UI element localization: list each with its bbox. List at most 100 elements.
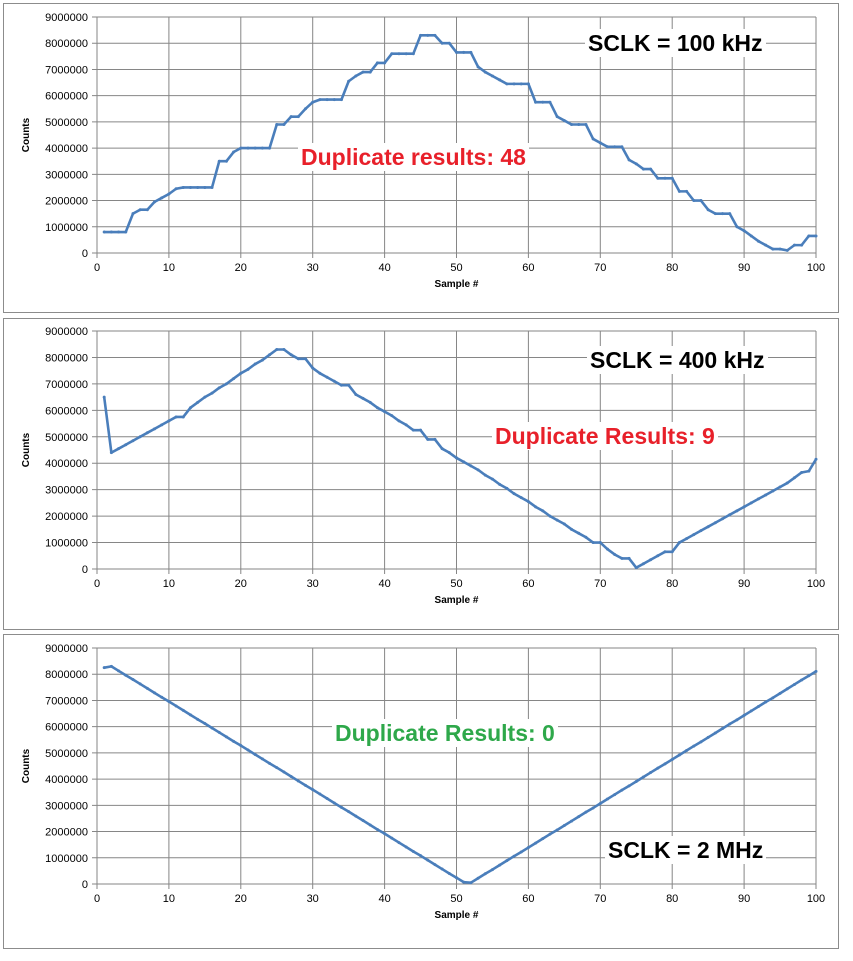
x-axis-title: Sample # bbox=[435, 910, 479, 921]
data-point bbox=[663, 762, 667, 766]
data-point bbox=[260, 358, 264, 362]
data-point bbox=[181, 708, 185, 712]
y-tick-label: 6000000 bbox=[45, 91, 88, 103]
data-point bbox=[131, 439, 135, 443]
data-point bbox=[634, 162, 638, 166]
data-point bbox=[469, 881, 473, 885]
data-point bbox=[663, 550, 667, 554]
data-point bbox=[792, 243, 796, 247]
data-point bbox=[641, 562, 645, 566]
data-point bbox=[490, 868, 494, 872]
data-point bbox=[455, 50, 458, 54]
data-point bbox=[685, 749, 689, 753]
data-point bbox=[210, 185, 214, 189]
data-point bbox=[469, 50, 473, 54]
data-point bbox=[778, 485, 782, 489]
data-point bbox=[490, 74, 494, 78]
data-point bbox=[742, 505, 746, 509]
x-tick-label: 30 bbox=[307, 262, 319, 274]
data-point bbox=[217, 730, 221, 734]
data-point bbox=[397, 52, 401, 56]
data-point bbox=[260, 757, 264, 761]
data-point bbox=[318, 371, 322, 375]
data-point bbox=[145, 686, 149, 690]
data-point bbox=[217, 159, 221, 163]
data-point bbox=[814, 669, 818, 673]
data-point bbox=[260, 146, 264, 150]
data-point bbox=[706, 208, 710, 212]
data-point bbox=[145, 431, 149, 435]
data-point bbox=[167, 192, 171, 196]
data-point bbox=[375, 406, 379, 410]
data-point bbox=[692, 199, 696, 203]
data-point bbox=[570, 123, 574, 127]
data-point bbox=[570, 527, 574, 531]
data-point bbox=[663, 176, 667, 180]
x-tick-label: 80 bbox=[666, 578, 678, 590]
data-point bbox=[368, 70, 372, 74]
data-point bbox=[117, 230, 121, 234]
annotation-sclk-100khz: SCLK = 100 kHz bbox=[585, 29, 766, 57]
data-point bbox=[131, 677, 135, 681]
x-tick-label: 20 bbox=[235, 893, 247, 905]
data-point bbox=[764, 700, 768, 704]
line-chart-400khz: 0 1000000 2000000 3000000 4000000 5000000 6000… bbox=[21, 326, 825, 606]
data-point bbox=[404, 845, 408, 849]
data-point bbox=[756, 704, 760, 708]
data-point bbox=[764, 243, 768, 247]
data-point bbox=[117, 447, 121, 451]
data-point bbox=[117, 669, 121, 673]
chart-panel-400khz: 0 1000000 2000000 3000000 4000000 5000000 6000… bbox=[3, 318, 839, 630]
data-point bbox=[649, 167, 653, 171]
data-point bbox=[390, 52, 394, 56]
data-point bbox=[721, 212, 725, 216]
data-point bbox=[253, 146, 257, 150]
data-point bbox=[706, 735, 710, 739]
x-tick-label: 80 bbox=[666, 893, 678, 905]
data-point bbox=[124, 230, 128, 234]
data-point bbox=[246, 367, 250, 371]
data-point bbox=[807, 469, 811, 473]
data-point bbox=[347, 810, 351, 814]
y-tick-label: 7000000 bbox=[45, 379, 88, 391]
data-point bbox=[239, 146, 243, 150]
x-tick-label: 90 bbox=[738, 262, 750, 274]
data-point bbox=[174, 187, 178, 191]
data-point bbox=[641, 167, 645, 171]
annotation-duplicate-results-9: Duplicate Results: 9 bbox=[492, 422, 718, 450]
data-point bbox=[778, 691, 782, 695]
data-point bbox=[174, 704, 178, 708]
y-tick-label: 0 bbox=[82, 248, 88, 260]
data-point bbox=[375, 61, 379, 65]
data-point bbox=[771, 489, 775, 493]
y-tick-label: 4000000 bbox=[45, 143, 88, 155]
data-point bbox=[728, 513, 732, 517]
data-point bbox=[548, 514, 552, 518]
x-tick-label: 0 bbox=[94, 262, 100, 274]
data-point bbox=[519, 850, 523, 854]
data-point bbox=[505, 486, 509, 490]
data-point bbox=[771, 696, 775, 700]
data-point bbox=[304, 107, 308, 111]
data-point bbox=[699, 199, 703, 203]
data-point bbox=[404, 52, 408, 56]
x-tick-label: 30 bbox=[307, 578, 319, 590]
y-tick-label: 2000000 bbox=[45, 827, 88, 839]
data-point bbox=[447, 41, 451, 45]
x-tick-label: 10 bbox=[163, 262, 175, 274]
data-point bbox=[224, 159, 228, 163]
data-point bbox=[239, 744, 243, 748]
data-point bbox=[375, 827, 379, 831]
data-point bbox=[383, 832, 387, 836]
data-point bbox=[627, 158, 631, 162]
data-point bbox=[304, 783, 308, 787]
data-point bbox=[562, 119, 566, 123]
data-point bbox=[289, 353, 293, 357]
data-point bbox=[469, 464, 473, 468]
data-point bbox=[318, 792, 322, 796]
x-axis-title: Sample # bbox=[435, 595, 479, 606]
x-tick-label: 80 bbox=[666, 262, 678, 274]
data-point bbox=[304, 357, 308, 361]
data-point bbox=[627, 556, 631, 560]
